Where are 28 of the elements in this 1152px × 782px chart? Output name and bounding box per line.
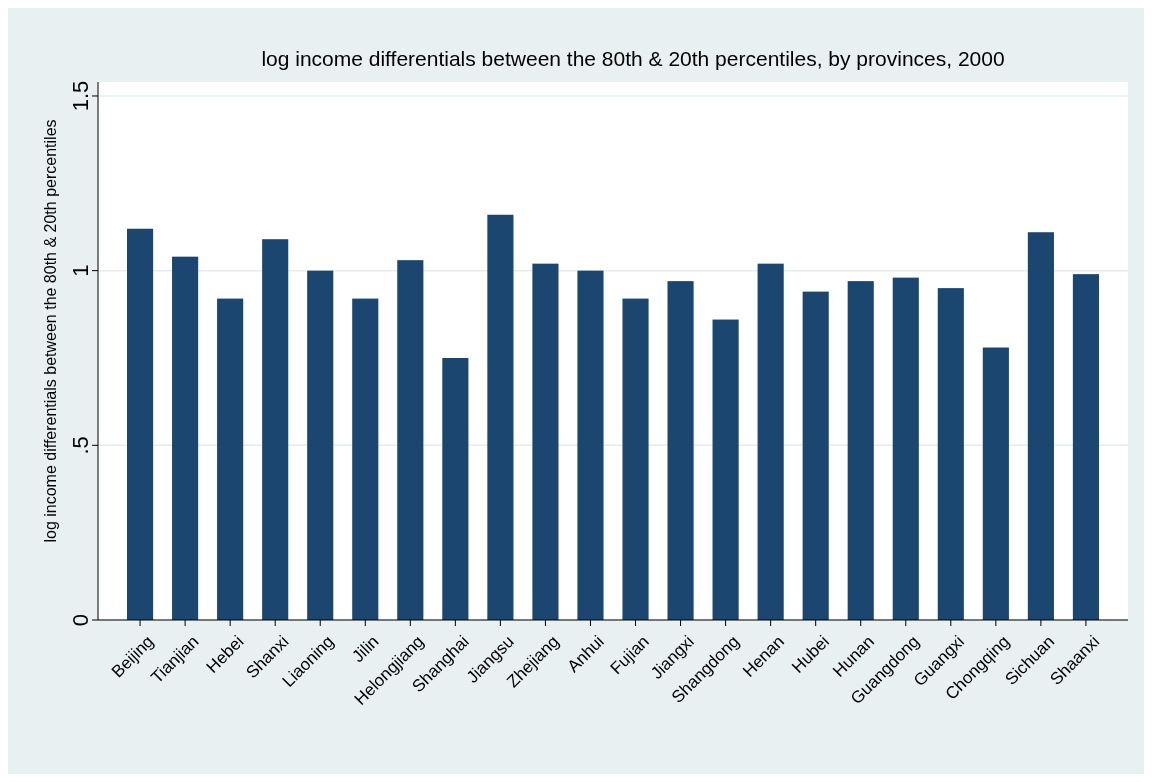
bar [577, 270, 604, 620]
chart-title: log income differentials between the 80th & 20th percentiles, by provinces, 2000 [261, 47, 1005, 70]
y-axis-title: log income differentials between the 80th & 20th percentiles [42, 119, 59, 543]
bar [352, 298, 379, 620]
bar [712, 319, 739, 620]
bar [622, 298, 649, 620]
bar [532, 263, 559, 620]
bar [487, 214, 514, 620]
y-tick-label: 1.5 [68, 80, 93, 112]
y-tick-label: .5 [68, 436, 93, 455]
bar [217, 298, 244, 620]
bar [262, 239, 289, 620]
bar [1027, 232, 1054, 620]
bar [127, 228, 154, 620]
bar [172, 256, 199, 620]
y-tick-label: 0 [68, 613, 93, 627]
bar [667, 281, 694, 620]
bar [847, 281, 874, 620]
bar [307, 270, 334, 620]
bar [757, 263, 784, 620]
y-tick-label: 1 [68, 264, 93, 277]
bar [442, 357, 469, 620]
bar [802, 291, 829, 620]
bar [982, 347, 1009, 620]
bar [937, 288, 964, 620]
bar [397, 260, 424, 620]
bar [892, 277, 919, 620]
bar [1072, 274, 1099, 620]
